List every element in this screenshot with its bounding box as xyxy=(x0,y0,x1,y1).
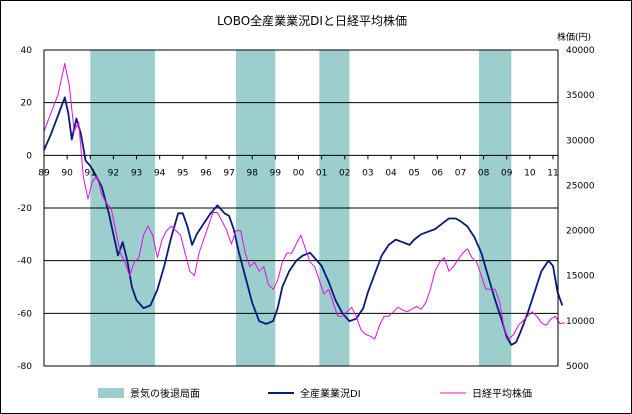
grid-lines xyxy=(44,49,558,367)
chart-title: LOBO全産業業況DIと日経平均株価 xyxy=(217,13,407,28)
x-tick-label: 91 xyxy=(85,168,96,178)
left-tick-label: 40 xyxy=(21,46,33,56)
right-tick-label: 10000 xyxy=(566,317,595,327)
x-tick-label: 94 xyxy=(154,168,166,178)
right-tick-label: 35000 xyxy=(566,91,595,101)
x-tick-label: 97 xyxy=(223,168,234,178)
x-tick-label: 08 xyxy=(478,168,490,178)
nikkei-line xyxy=(43,63,565,340)
series-lines xyxy=(43,63,565,346)
x-tick-label: 01 xyxy=(316,168,327,178)
legend-label: 全産業業況DI xyxy=(300,387,361,400)
legend-swatch xyxy=(98,388,124,398)
right-tick-label: 30000 xyxy=(566,136,595,146)
x-tick-label: 92 xyxy=(108,168,119,178)
left-tick-label: -20 xyxy=(17,204,32,214)
x-tick-label: 10 xyxy=(524,168,536,178)
x-tick-label: 96 xyxy=(200,168,212,178)
x-tick-label: 89 xyxy=(38,168,50,178)
x-tick-label: 90 xyxy=(61,168,73,178)
x-tick-label: 05 xyxy=(408,168,419,178)
legend-label: 日経平均株価 xyxy=(472,387,532,400)
x-tick-label: 04 xyxy=(385,168,397,178)
x-tick-label: 99 xyxy=(270,168,282,178)
x-tick-label: 06 xyxy=(432,168,444,178)
x-tick-label: 95 xyxy=(177,168,188,178)
legend: 景気の後退局面 全産業業況DI 日経平均株価 xyxy=(98,387,532,400)
right-tick-label: 5000 xyxy=(566,362,589,372)
right-tick-label: 40000 xyxy=(566,46,595,56)
right-tick-label: 25000 xyxy=(566,181,595,191)
x-tick-label: 11 xyxy=(547,168,558,178)
left-tick-label: 0 xyxy=(26,151,32,161)
x-tick-label: 07 xyxy=(455,168,466,178)
left-tick-label: -80 xyxy=(17,362,32,372)
left-tick-label: 20 xyxy=(21,99,33,109)
x-tick-label: 09 xyxy=(501,168,513,178)
right-axis-label: 株価(円) xyxy=(557,31,591,43)
x-tick-label: 98 xyxy=(247,168,259,178)
left-tick-label: -60 xyxy=(17,309,32,319)
left-tick-label: -40 xyxy=(17,257,32,267)
right-tick-label: 20000 xyxy=(566,227,595,237)
x-tick-label: 93 xyxy=(131,168,142,178)
x-tick-label: 03 xyxy=(362,168,373,178)
axes: 40 20 0 -20 -40 -60 -80 40000 35000 30000 25000 200… xyxy=(17,46,595,372)
x-tick-label: 02 xyxy=(339,168,350,178)
x-tick-label: 00 xyxy=(293,168,305,178)
right-tick-label: 15000 xyxy=(566,272,595,282)
legend-label: 景気の後退局面 xyxy=(130,387,200,400)
